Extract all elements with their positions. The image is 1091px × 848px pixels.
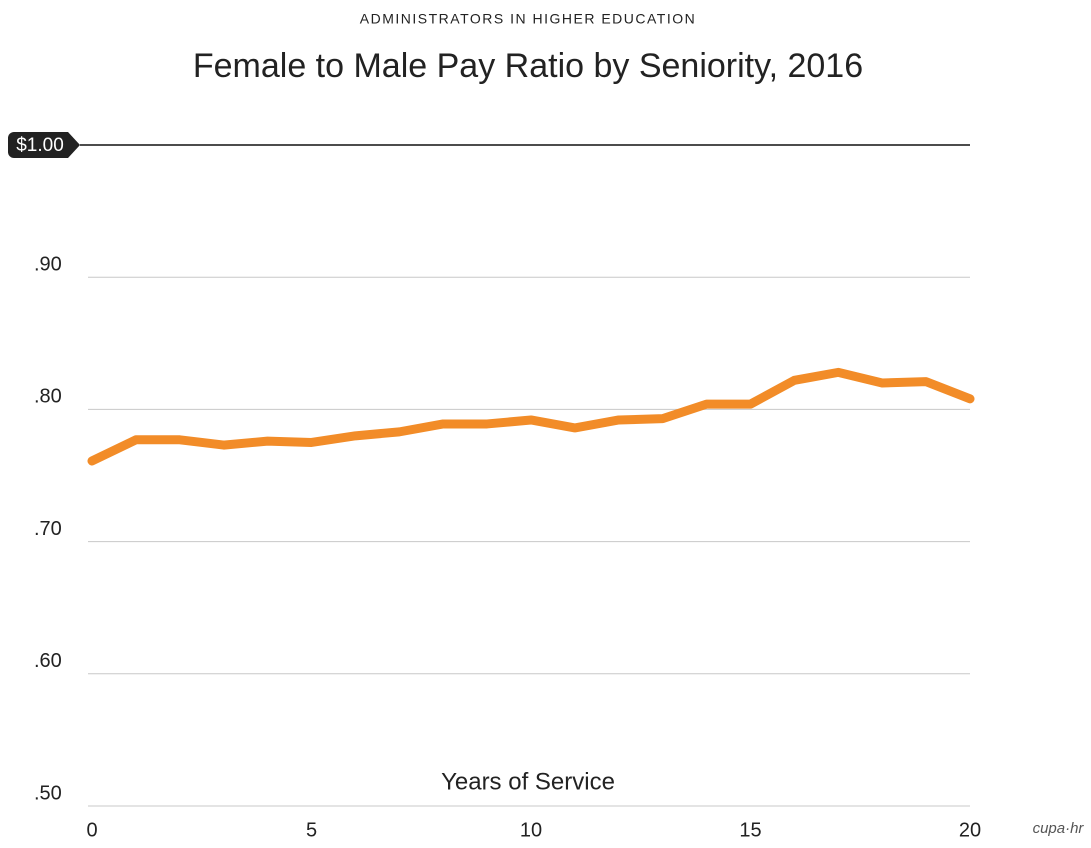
x-tick-label: 10 [520,819,542,841]
tick-pill [8,132,80,158]
y-tick-label: .50 [34,782,62,804]
x-tick-label: 0 [86,819,97,841]
y-tick-label: .80 [34,386,62,408]
y-tick-label: .60 [34,650,62,672]
x-tick-label: 20 [959,819,981,841]
y-tick-label: $1.00 [16,135,64,156]
chart-subtitle: ADMINISTRATORS IN HIGHER EDUCATION [360,11,696,27]
chart-title: Female to Male Pay Ratio by Seniority, 2… [193,47,863,85]
y-tick-label: .70 [34,518,62,540]
x-axis-label: Years of Service [441,768,615,795]
x-tick-label: 15 [739,819,761,841]
logo: cupa·hr [1033,820,1085,837]
data-line [87,367,975,466]
x-tick-label: 5 [306,819,317,841]
y-tick-label: .90 [34,253,62,275]
